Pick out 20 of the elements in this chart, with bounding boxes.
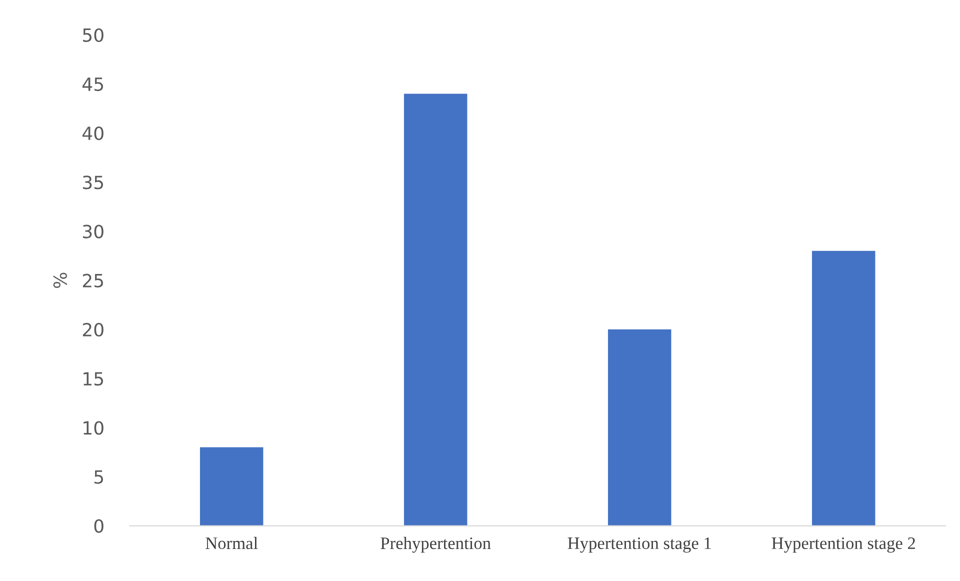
y-tick-label: 30 [83,224,104,238]
bar [812,250,876,526]
x-tick-label: Normal [206,536,258,550]
y-tick-label: 35 [83,176,104,190]
y-tick-label: 20 [82,322,104,337]
x-tick-label: Prehypertention [380,536,491,553]
bar [608,329,672,526]
x-tick-label: Hypertention stage 1 [568,537,711,553]
y-tick-label: 40 [82,126,104,140]
bar [404,94,468,526]
y-axis-title: % [53,272,68,288]
y-tick-label: 45 [82,78,104,92]
y-tick-label: 25 [82,274,104,288]
y-tick-label: 15 [84,372,104,386]
x-tick-label: Hypertention stage 2 [772,537,915,553]
bar [200,447,264,526]
y-tick-label: 50 [83,28,104,42]
y-tick-label: 10 [84,421,104,435]
y-tick-label: 0 [94,519,104,533]
y-tick-label: 5 [94,470,104,484]
